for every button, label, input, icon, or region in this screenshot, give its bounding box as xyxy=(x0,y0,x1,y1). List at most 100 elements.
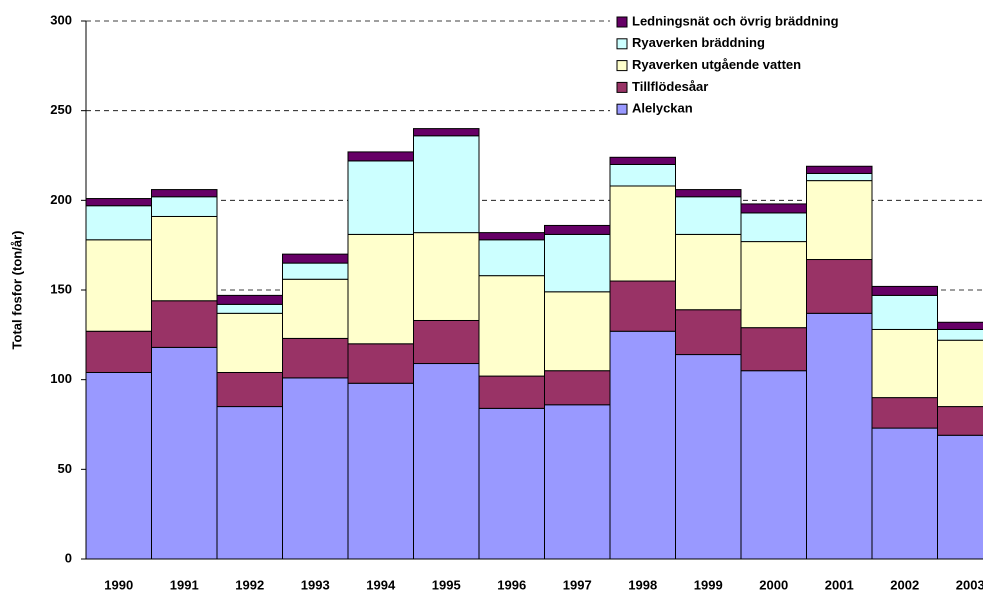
bar-segment xyxy=(347,233,414,345)
bar-segment xyxy=(151,346,218,560)
bar-segment xyxy=(740,212,807,243)
bar-segment xyxy=(413,363,480,560)
bar-segment xyxy=(675,233,742,311)
bar-segment xyxy=(871,285,938,296)
bar-segment xyxy=(347,151,414,162)
x-tick-label: 1992 xyxy=(235,577,264,592)
bar-segment xyxy=(609,163,676,187)
bar-segment xyxy=(478,232,545,241)
x-tick-label: 1999 xyxy=(694,577,723,592)
bar-segment xyxy=(85,198,152,207)
x-tick-label: 2002 xyxy=(890,577,919,592)
bar-segment xyxy=(609,156,676,165)
bar-segment xyxy=(216,312,283,373)
bar-segment xyxy=(740,203,807,214)
bar-segment xyxy=(675,309,742,356)
bar-segment xyxy=(282,262,349,280)
bar-segment xyxy=(216,294,283,305)
legend-swatch xyxy=(616,103,628,115)
bar-segment xyxy=(216,406,283,560)
bar-segment xyxy=(413,128,480,137)
bar-segment xyxy=(478,375,545,409)
bar-segment xyxy=(609,330,676,560)
y-axis-title: Total fosfor (ton/år) xyxy=(9,231,24,350)
bar-segment xyxy=(871,294,938,330)
bar-segment xyxy=(871,328,938,399)
bar-segment xyxy=(937,321,983,330)
bar-segment xyxy=(282,253,349,264)
x-tick-label: 1994 xyxy=(366,577,396,592)
bar-segment xyxy=(151,196,218,217)
bar-segment xyxy=(871,427,938,560)
bar-segment xyxy=(937,406,983,436)
y-tick-label: 100 xyxy=(50,371,72,386)
bar-segment xyxy=(282,377,349,560)
bar-segment xyxy=(871,397,938,429)
bar-segment xyxy=(806,180,873,261)
y-tick-label: 0 xyxy=(65,550,72,565)
bar-segment xyxy=(544,370,611,406)
bar-segment xyxy=(347,343,414,384)
bar-segment xyxy=(937,328,983,341)
legend-swatch xyxy=(616,60,628,72)
bar-segment xyxy=(216,371,283,408)
x-tick-label: 2001 xyxy=(825,577,854,592)
x-tick-label: 1997 xyxy=(563,577,592,592)
bar-segment xyxy=(806,312,873,560)
x-tick-label: 1993 xyxy=(301,577,330,592)
bar-segment xyxy=(478,239,545,277)
bar-segment xyxy=(85,371,152,560)
bar-segment xyxy=(544,291,611,372)
x-tick-label: 1990 xyxy=(104,577,133,592)
bar-segment xyxy=(675,189,742,198)
bar-segment xyxy=(609,185,676,282)
y-tick-label: 200 xyxy=(50,192,72,207)
bar-segment xyxy=(937,339,983,408)
x-tick-label: 1998 xyxy=(628,577,657,592)
bar-segment xyxy=(740,370,807,560)
legend-swatch xyxy=(616,16,628,28)
legend-label: Tillflödesåar xyxy=(632,79,708,94)
bar-segment xyxy=(675,354,742,560)
bar-segment xyxy=(151,300,218,348)
x-tick-label: 2003 xyxy=(956,577,983,592)
x-tick-label: 1991 xyxy=(170,577,199,592)
bar-segment xyxy=(806,172,873,182)
bar-segment xyxy=(937,434,983,560)
y-tick-label: 250 xyxy=(50,102,72,117)
legend-label: Ryaverken bräddning xyxy=(632,35,765,50)
y-tick-label: 300 xyxy=(50,12,72,27)
bar-segment xyxy=(544,233,611,293)
bar-segment xyxy=(740,241,807,329)
bar-segment xyxy=(544,224,611,235)
bar-segment xyxy=(675,196,742,235)
bar-segment xyxy=(347,382,414,560)
bar-segment xyxy=(85,239,152,332)
bar-segment xyxy=(740,327,807,372)
bar-segment xyxy=(478,407,545,560)
bar-segment xyxy=(478,275,545,377)
legend-swatch xyxy=(616,81,628,93)
bar-segment xyxy=(806,259,873,314)
bar-segment xyxy=(609,280,676,332)
x-tick-label: 2000 xyxy=(759,577,788,592)
bar-segment xyxy=(85,330,152,373)
legend-label: Alelyckan xyxy=(632,101,693,116)
bar-segment xyxy=(85,205,152,241)
y-tick-label: 50 xyxy=(58,461,72,476)
legend-label: Ryaverken utgående vatten xyxy=(632,57,801,72)
bar-segment xyxy=(216,303,283,314)
bar-segment xyxy=(544,404,611,560)
bar-segment xyxy=(151,215,218,302)
legend-swatch xyxy=(616,38,628,50)
bar-segment xyxy=(413,319,480,365)
bar-segment xyxy=(151,189,218,198)
bar-segment xyxy=(413,135,480,234)
x-tick-label: 1995 xyxy=(432,577,461,592)
x-tick-label: 1996 xyxy=(497,577,526,592)
bar-segment xyxy=(413,232,480,321)
y-tick-label: 150 xyxy=(50,281,72,296)
bar-segment xyxy=(282,337,349,379)
bar-segment xyxy=(347,160,414,235)
